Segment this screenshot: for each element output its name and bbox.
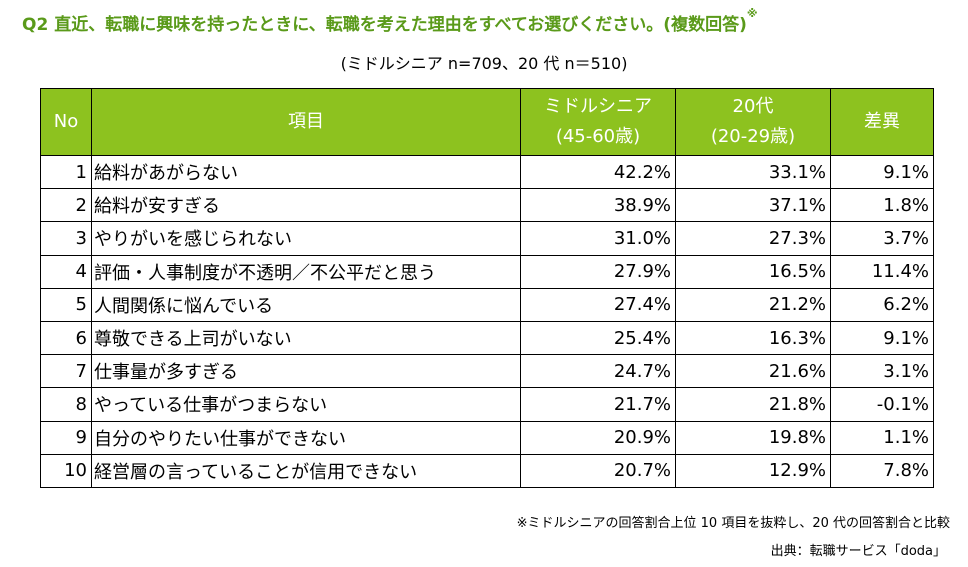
header-difference: 差異 [830,88,934,156]
row-twenties: 21.2% [675,287,831,322]
row-twenties: 37.1% [675,188,831,223]
row-twenties: 19.8% [675,420,831,455]
row-no: 7 [40,354,92,389]
row-twenties: 16.5% [675,254,831,289]
row-middle-senior: 31.0% [520,221,676,256]
footnote: ※ミドルシニアの回答割合上位 10 項目を抜粋し、20 代の回答割合と比較 [516,516,950,531]
row-difference: 9.1% [830,320,934,356]
row-no: 6 [40,320,92,356]
question-title: Q2 直近、転職に興味を持ったときに、転職を考えた理由をすべてお選びください。(… [22,7,758,35]
row-no: 8 [40,387,92,422]
row-no: 4 [40,254,92,289]
header-twenties: 20代 (20-29歳) [675,88,831,156]
table-row: 8 やっている仕事がつまらない 21.7% 21.8% -0.1% [40,387,934,422]
table-row: 1 給料があがらない 42.2% 33.1% 9.1% [40,154,934,190]
table-row: 9 自分のやりたい仕事ができない 20.9% 19.8% 1.1% [40,420,934,455]
header-middle-senior-label: ミドルシニア [544,96,652,117]
row-item: 仕事量が多すぎる [91,354,521,389]
source-credit: 出典：転職サービス「doda」 [770,544,946,559]
row-middle-senior: 21.7% [520,387,676,422]
row-difference: 11.4% [830,254,934,289]
header-twenties-age: (20-29歳) [710,126,796,147]
row-difference: 6.2% [830,287,934,322]
header-twenties-label: 20代 [732,96,774,117]
row-no: 3 [40,221,92,256]
row-item: やりがいを感じられない [91,221,521,256]
row-twenties: 16.3% [675,320,831,356]
row-middle-senior: 20.7% [520,453,676,488]
question-note-mark: ※ [746,7,758,20]
header-no: No [40,88,92,156]
table-row: 3 やりがいを感じられない 31.0% 27.3% 3.7% [40,221,934,256]
row-twenties: 33.1% [675,154,831,190]
question-text: Q2 直近、転職に興味を持ったときに、転職を考えた理由をすべてお選びください。(… [22,15,747,35]
row-item: 給料が安すぎる [91,188,521,223]
table-row: 4 評価・人事制度が不透明／不公平だと思う 27.9% 16.5% 11.4% [40,254,934,289]
row-twenties: 12.9% [675,453,831,488]
header-middle-senior-age: (45-60歳) [555,126,641,147]
header-item: 項目 [91,88,521,156]
table-header-row: No 項目 ミドルシニア (45-60歳) 20代 (20-29歳) 差異 [40,88,934,156]
row-difference: -0.1% [830,387,934,422]
row-no: 10 [40,453,92,488]
row-difference: 1.8% [830,188,934,223]
table-row: 7 仕事量が多すぎる 24.7% 21.6% 3.1% [40,354,934,389]
row-twenties: 21.8% [675,387,831,422]
row-item: やっている仕事がつまらない [91,387,521,422]
row-no: 5 [40,287,92,322]
table-row: 2 給料が安すぎる 38.9% 37.1% 1.8% [40,188,934,223]
row-middle-senior: 42.2% [520,154,676,190]
row-item: 経営層の言っていることが信用できない [91,453,521,488]
row-middle-senior: 27.4% [520,287,676,322]
row-item: 人間関係に悩んでいる [91,287,521,322]
row-middle-senior: 38.9% [520,188,676,223]
row-item: 尊敬できる上司がいない [91,320,521,356]
row-no: 2 [40,188,92,223]
row-item: 評価・人事制度が不透明／不公平だと思う [91,254,521,289]
table-row: 6 尊敬できる上司がいない 25.4% 16.3% 9.1% [40,320,934,356]
row-middle-senior: 24.7% [520,354,676,389]
row-no: 9 [40,420,92,455]
row-item: 給料があがらない [91,154,521,190]
row-middle-senior: 20.9% [520,420,676,455]
row-difference: 7.8% [830,453,934,488]
row-twenties: 21.6% [675,354,831,389]
row-twenties: 27.3% [675,221,831,256]
row-difference: 3.1% [830,354,934,389]
reasons-table: No 項目 ミドルシニア (45-60歳) 20代 (20-29歳) 差異 1 … [40,88,934,488]
row-middle-senior: 25.4% [520,320,676,356]
row-no: 1 [40,154,92,190]
table-row: 5 人間関係に悩んでいる 27.4% 21.2% 6.2% [40,287,934,322]
table-row: 10 経営層の言っていることが信用できない 20.7% 12.9% 7.8% [40,453,934,488]
row-difference: 9.1% [830,154,934,190]
row-item: 自分のやりたい仕事ができない [91,420,521,455]
header-middle-senior: ミドルシニア (45-60歳) [520,88,676,156]
sample-size-subtitle: (ミドルシニア n=709、20 代 n＝510) [340,54,628,73]
row-difference: 1.1% [830,420,934,455]
row-difference: 3.7% [830,221,934,256]
row-middle-senior: 27.9% [520,254,676,289]
